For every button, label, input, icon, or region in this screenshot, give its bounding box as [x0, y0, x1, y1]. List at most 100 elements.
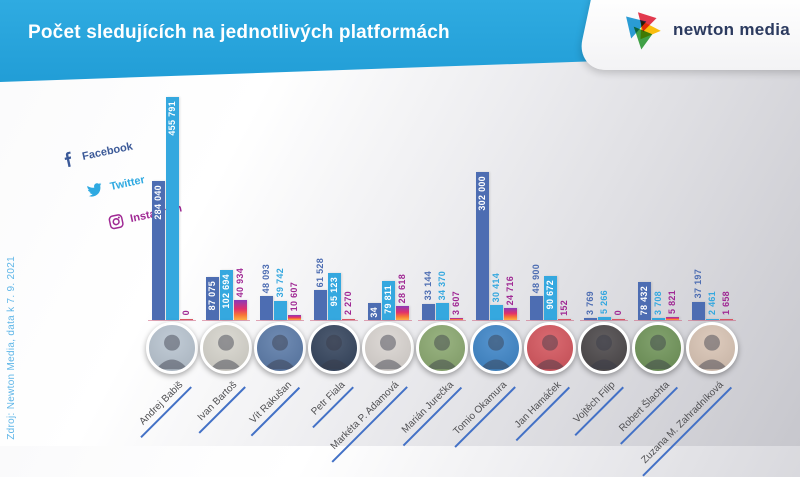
bar-twitter [274, 300, 287, 320]
source-note: Zdroj: Newton Media, data k 7. 9. 2021 [6, 256, 17, 440]
person-silhouette-icon [210, 334, 242, 370]
bar-value-label: 90 672 [545, 279, 555, 309]
bar-facebook [638, 281, 651, 320]
person-name: Zuzana M. Zahradníková [632, 376, 732, 477]
legend-item-facebook: Facebook [59, 139, 134, 169]
bar-value-label: 37 197 [693, 269, 703, 299]
bar-group: 48 093 39 742 10 607 [253, 97, 307, 321]
bar-twitter [166, 97, 179, 320]
bar-value-label: 5 266 [599, 290, 609, 315]
person-silhouette-icon [480, 334, 512, 370]
bar-instagram [342, 318, 355, 320]
bar-facebook [476, 172, 489, 320]
baseline-segment [688, 319, 736, 321]
baseline-segment [418, 319, 466, 321]
avatar [578, 322, 630, 374]
person-silhouette-icon [156, 334, 188, 370]
bar-group: 302 000 30 414 24 716 [469, 97, 523, 321]
bar-value-label: 61 528 [315, 257, 325, 287]
bar-value-label: 102 694 [221, 273, 231, 309]
bar-value-label: 40 934 [235, 267, 245, 297]
bar-twitter [382, 280, 395, 320]
person-name: Andrej Babiš [130, 376, 192, 438]
bar-value-label: 87 075 [207, 281, 217, 311]
avatar [686, 322, 738, 374]
bar-facebook [314, 289, 327, 320]
person-silhouette-icon [318, 334, 350, 370]
bar-value-label: 1 658 [721, 291, 731, 316]
facebook-icon [64, 151, 72, 168]
bar-twitter [328, 273, 341, 320]
bar-twitter [436, 303, 449, 320]
bar-group: 48 900 90 672 152 [523, 97, 577, 321]
avatar [362, 322, 414, 374]
baseline-segment [526, 319, 574, 321]
bar-value-label: 3 708 [653, 291, 663, 316]
brand-name: newton media [673, 20, 790, 39]
bar-twitter [598, 317, 611, 320]
instagram-icon [108, 214, 124, 230]
bar-value-label: 33 144 [423, 271, 433, 301]
bar-facebook [692, 301, 705, 320]
person-silhouette-icon [534, 334, 566, 370]
bar-value-label: 0 [613, 310, 623, 316]
bar-value-label: 48 900 [531, 263, 541, 294]
baseline-segment [202, 319, 250, 321]
brand-logo: newton media [621, 8, 790, 52]
bar-facebook [206, 277, 219, 320]
bar-group: 61 528 95 123 2 270 [307, 97, 361, 321]
avatar [470, 322, 522, 374]
bar-twitter [652, 318, 665, 320]
avatar [146, 322, 198, 374]
followers-bar-chart: 284 040 455 791 0 Andrej Babiš 87 075 102 694… [130, 97, 739, 477]
bar-value-label: 3 769 [585, 291, 595, 316]
bar-facebook [530, 296, 543, 320]
bar-value-label: 34 [369, 307, 379, 318]
bar-value-label: 39 742 [275, 268, 285, 298]
bar-value-label: 3 607 [451, 291, 461, 316]
bar-facebook [152, 181, 165, 320]
person-name: Vít Rakušan [240, 376, 300, 437]
bar-value-label: 28 618 [397, 273, 407, 303]
baseline-segment [472, 319, 520, 321]
baseline-segment [580, 319, 628, 321]
person-name: Petr Fiala [302, 376, 354, 429]
person-silhouette-icon [588, 334, 620, 370]
bar-value-label: 34 370 [437, 270, 447, 301]
bar-twitter [544, 275, 557, 320]
bar-value-label: 302 000 [477, 176, 487, 211]
person-silhouette-icon [642, 334, 674, 370]
bar-group: 87 075 102 694 40 934 [199, 97, 253, 321]
avatar [200, 322, 252, 374]
newton-media-star-icon [626, 12, 661, 50]
avatar [416, 322, 468, 374]
bar-value-label: 30 414 [491, 272, 501, 303]
person-silhouette-icon [372, 334, 404, 370]
bar-facebook [422, 303, 435, 320]
bar-group: 37 197 2 461 1 658 [685, 97, 739, 321]
bar-value-label: 0 [181, 310, 191, 316]
avatar [254, 322, 306, 374]
bar-value-label: 5 821 [667, 290, 677, 315]
legend-item-instagram: Instagram [107, 200, 183, 230]
twitter-icon [87, 182, 102, 197]
bar-group: 3 769 5 266 0 [577, 97, 631, 321]
bar-value-label: 152 [559, 299, 569, 316]
person-silhouette-icon [426, 334, 458, 370]
bar-value-label: 284 040 [153, 185, 163, 220]
bar-facebook [260, 296, 273, 320]
bar-facebook [584, 318, 597, 320]
legend-item-twitter: Twitter [85, 172, 146, 199]
bar-value-label: 2 461 [707, 291, 717, 316]
bar-group: 284 040 455 791 0 [145, 97, 199, 321]
person-silhouette-icon [696, 334, 728, 370]
bar-group: 78 432 3 708 5 821 [631, 97, 685, 321]
bar-twitter [490, 305, 503, 320]
bar-value-label: 2 270 [343, 291, 353, 316]
bar-group: 33 144 34 370 3 607 [415, 97, 469, 321]
bar-value-label: 95 123 [329, 277, 339, 307]
person-name: Jan Hamáček [505, 376, 570, 442]
bar-instagram [666, 317, 679, 320]
bar-value-label: 455 791 [167, 101, 177, 136]
bar-facebook [368, 303, 381, 320]
